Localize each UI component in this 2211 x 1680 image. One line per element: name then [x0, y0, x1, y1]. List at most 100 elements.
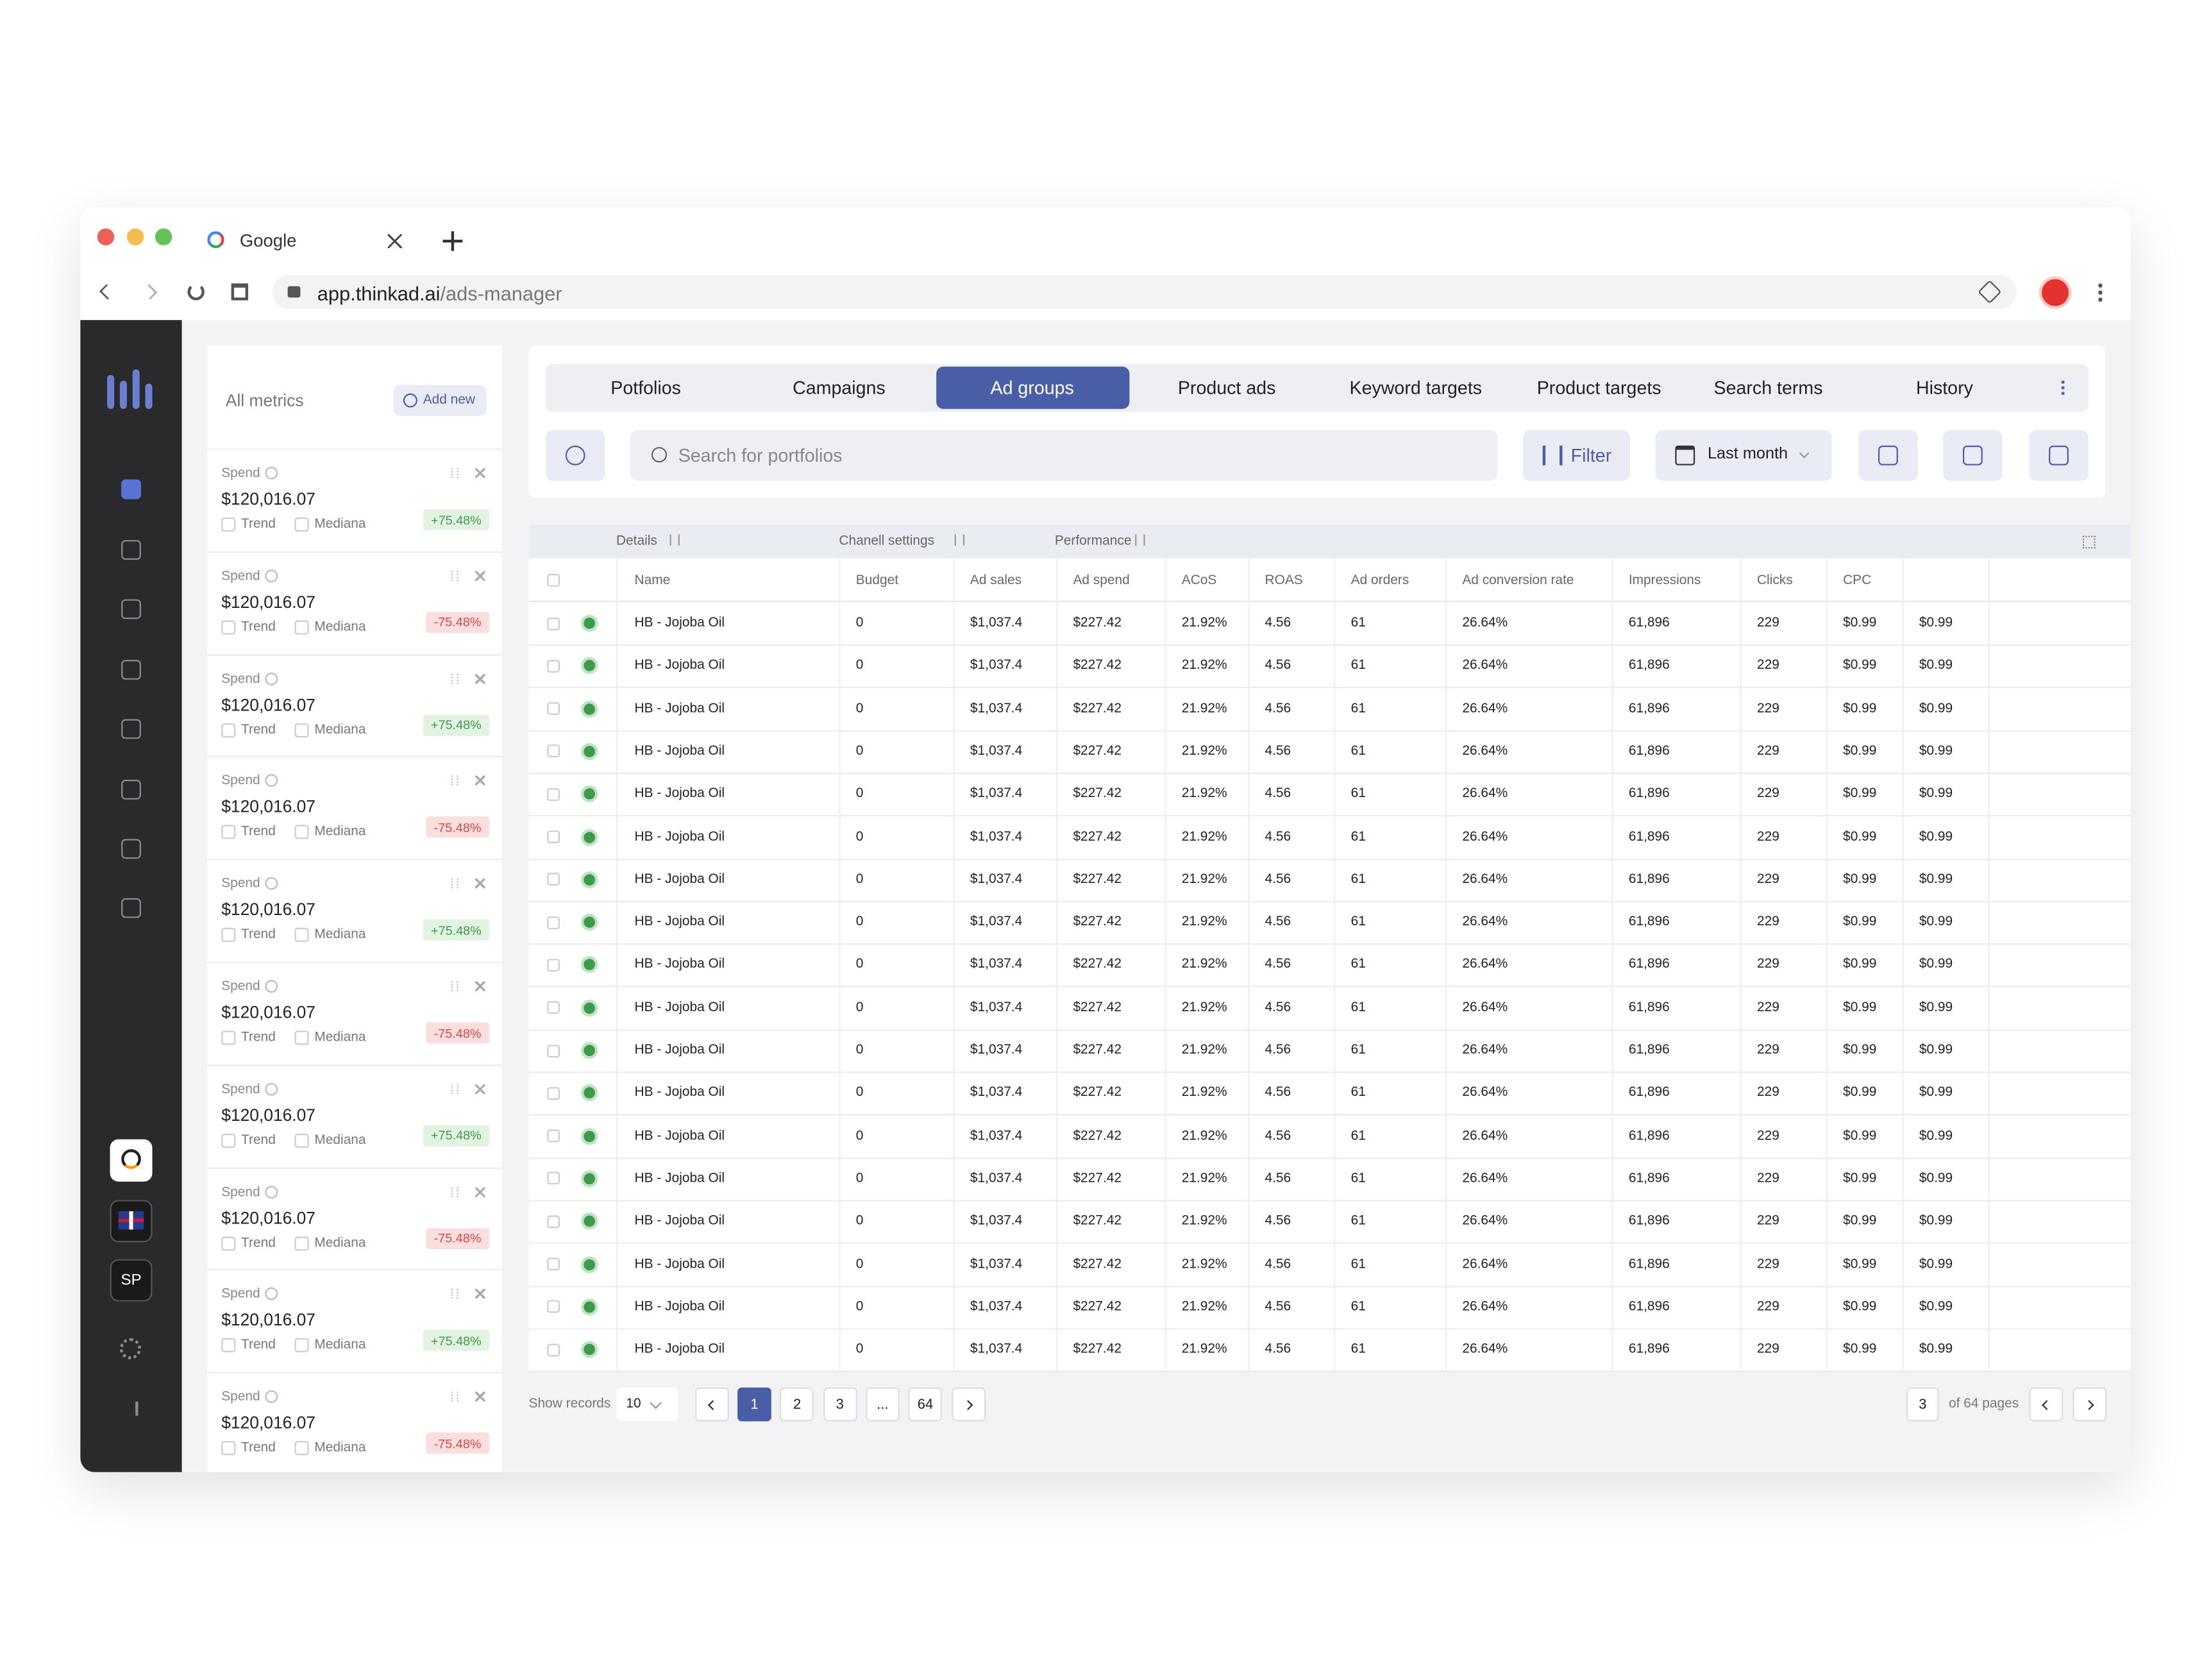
column-header[interactable]: Ad spend: [1073, 573, 1130, 589]
status-dot[interactable]: [580, 1042, 598, 1059]
median-checkbox[interactable]: [294, 620, 309, 635]
row-name[interactable]: HB - Jojoba Oil: [634, 999, 725, 1016]
page-button[interactable]: ...: [865, 1387, 900, 1422]
remove-card[interactable]: [475, 673, 485, 684]
nav-icon[interactable]: [121, 780, 141, 800]
remove-card[interactable]: [475, 1391, 485, 1402]
row-checkbox[interactable]: [547, 1129, 560, 1143]
status-dot[interactable]: [580, 828, 598, 846]
status-dot[interactable]: [580, 700, 598, 718]
nav-icon[interactable]: [121, 479, 141, 500]
median-checkbox[interactable]: [294, 723, 309, 737]
column-header[interactable]: Ad sales: [970, 573, 1022, 589]
tabs-menu-dot[interactable]: [2061, 380, 2065, 384]
tab[interactable]: Campaigns: [793, 377, 886, 399]
prev-page-right[interactable]: [2029, 1387, 2064, 1422]
status-dot[interactable]: [580, 657, 598, 675]
row-name[interactable]: HB - Jojoba Oil: [634, 1085, 725, 1101]
drag-handle[interactable]: [451, 468, 458, 478]
column-header[interactable]: Clicks: [1756, 573, 1793, 589]
page-button[interactable]: 3: [823, 1387, 857, 1422]
prev-page[interactable]: [695, 1387, 729, 1422]
menu-dot[interactable]: [2098, 283, 2103, 288]
row-checkbox[interactable]: [547, 744, 560, 758]
column-header[interactable]: Budget: [855, 573, 899, 589]
status-dot[interactable]: [580, 1256, 598, 1273]
add-metric-label[interactable]: Add new: [423, 392, 476, 408]
tab[interactable]: Ad groups: [990, 377, 1074, 399]
profile-avatar[interactable]: [2039, 276, 2072, 309]
column-group[interactable]: Performance: [1054, 533, 1132, 549]
new-tab-v[interactable]: [451, 231, 455, 251]
trend-checkbox[interactable]: [221, 1133, 236, 1148]
column-header[interactable]: Impressions: [1628, 573, 1701, 589]
row-name[interactable]: HB - Jojoba Oil: [634, 657, 725, 674]
row-name[interactable]: HB - Jojoba Oil: [634, 1170, 725, 1186]
drag-handle[interactable]: [451, 776, 458, 786]
row-checkbox[interactable]: [547, 873, 560, 886]
row-checkbox[interactable]: [547, 1343, 560, 1356]
export-button[interactable]: [1858, 430, 1918, 481]
status-dot[interactable]: [580, 743, 598, 760]
tabs-menu-dot[interactable]: [2061, 392, 2065, 395]
median-checkbox[interactable]: [294, 517, 309, 532]
row-name[interactable]: HB - Jojoba Oil: [634, 957, 725, 973]
median-checkbox[interactable]: [294, 1030, 309, 1045]
trend-checkbox[interactable]: [221, 620, 236, 635]
columns-button[interactable]: [1943, 430, 2003, 481]
search-box[interactable]: [630, 430, 1498, 481]
row-checkbox[interactable]: [547, 1257, 560, 1271]
row-checkbox[interactable]: [547, 1214, 560, 1228]
column-header[interactable]: ACoS: [1181, 573, 1217, 589]
drag-handle[interactable]: [451, 1289, 458, 1300]
remove-card[interactable]: [475, 878, 485, 889]
date-label[interactable]: Last month: [1707, 446, 1788, 463]
collapse-icon[interactable]: [124, 1401, 139, 1416]
window-control[interactable]: [126, 228, 144, 246]
next-page-right[interactable]: [2072, 1387, 2107, 1422]
nav-icon[interactable]: [121, 599, 141, 619]
trend-checkbox[interactable]: [221, 1441, 236, 1456]
remove-card[interactable]: [475, 1289, 485, 1300]
row-name[interactable]: HB - Jojoba Oil: [634, 785, 725, 802]
tab[interactable]: History: [1915, 377, 1973, 399]
alerts-button[interactable]: [2029, 430, 2089, 481]
row-name[interactable]: HB - Jojoba Oil: [634, 1042, 725, 1058]
remove-card[interactable]: [475, 1186, 485, 1197]
nav-icon[interactable]: [121, 839, 141, 859]
address-bar[interactable]: [272, 274, 2017, 309]
date-button[interactable]: [1655, 430, 1832, 481]
window-control[interactable]: [155, 228, 172, 246]
search-placeholder[interactable]: Search for portfolios: [678, 444, 843, 466]
row-name[interactable]: HB - Jojoba Oil: [634, 615, 725, 631]
row-name[interactable]: HB - Jojoba Oil: [634, 914, 725, 930]
row-checkbox[interactable]: [547, 659, 560, 673]
status-dot[interactable]: [580, 914, 598, 931]
status-dot[interactable]: [580, 999, 598, 1016]
menu-dot[interactable]: [2098, 290, 2103, 295]
row-name[interactable]: HB - Jojoba Oil: [634, 1213, 725, 1229]
window-control[interactable]: [97, 228, 115, 246]
row-checkbox[interactable]: [547, 1001, 560, 1014]
status-dot[interactable]: [580, 1298, 598, 1316]
trend-checkbox[interactable]: [221, 825, 236, 840]
status-dot[interactable]: [580, 614, 598, 632]
status-dot[interactable]: [580, 1341, 598, 1358]
tab[interactable]: Keyword targets: [1349, 377, 1483, 399]
row-checkbox[interactable]: [547, 1300, 560, 1313]
row-checkbox[interactable]: [547, 830, 560, 844]
remove-card[interactable]: [475, 1084, 485, 1094]
drag-handle[interactable]: [451, 1186, 458, 1197]
url[interactable]: app.thinkad.ai/ads-manager: [317, 283, 562, 303]
row-name[interactable]: HB - Jojoba Oil: [634, 1256, 725, 1272]
row-name[interactable]: HB - Jojoba Oil: [634, 871, 725, 887]
status-dot[interactable]: [580, 1084, 598, 1102]
sp-badge[interactable]: SP: [110, 1259, 153, 1302]
page-size-value[interactable]: 10: [626, 1396, 641, 1412]
status-dot[interactable]: [580, 956, 598, 974]
column-group[interactable]: Details: [616, 533, 657, 549]
filter-button[interactable]: [1522, 430, 1631, 481]
page-button[interactable]: 1: [737, 1387, 771, 1422]
drag-handle[interactable]: [451, 1391, 458, 1402]
status-dot[interactable]: [580, 785, 598, 803]
